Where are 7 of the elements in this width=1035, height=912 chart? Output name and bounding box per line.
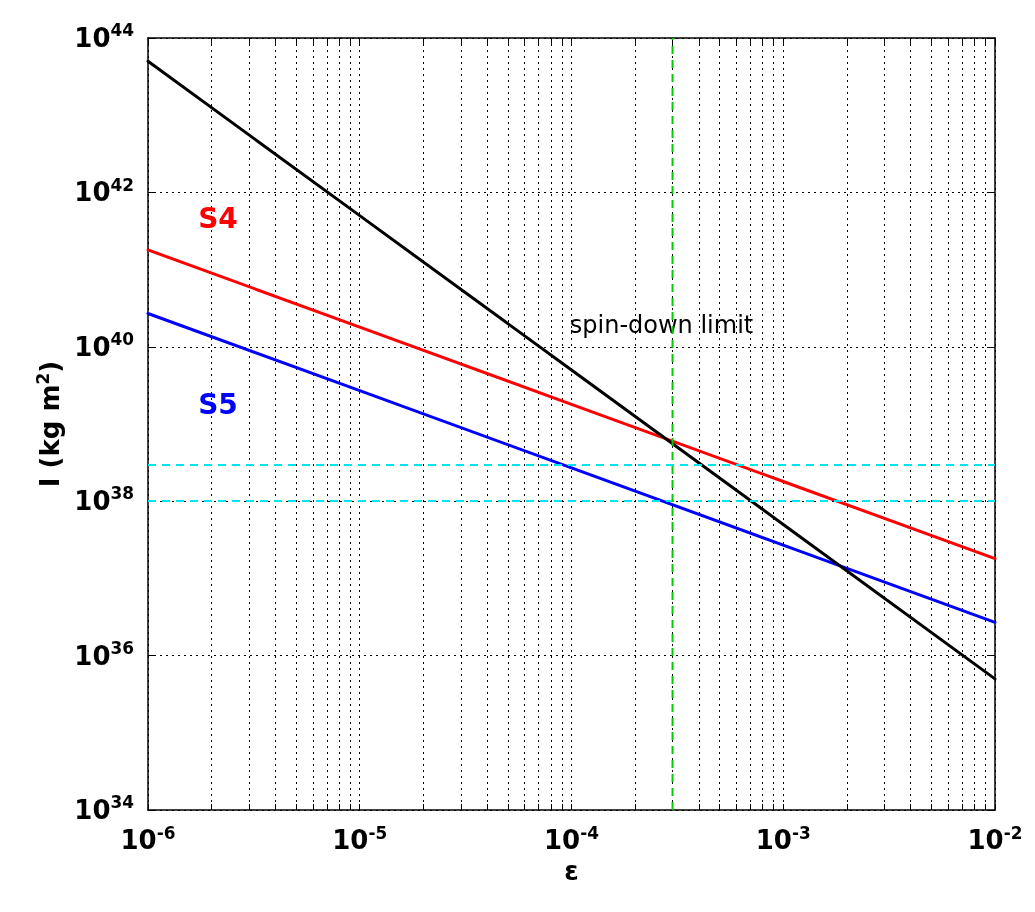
series-label: spin-down limit xyxy=(569,311,754,340)
series-label: S4 xyxy=(198,202,238,236)
x-axis-title: ε xyxy=(564,856,579,887)
line-series xyxy=(146,312,997,624)
y-axis-title: I (kg m2) xyxy=(32,360,66,488)
series-label: S5 xyxy=(198,388,238,421)
line-series xyxy=(146,248,997,561)
